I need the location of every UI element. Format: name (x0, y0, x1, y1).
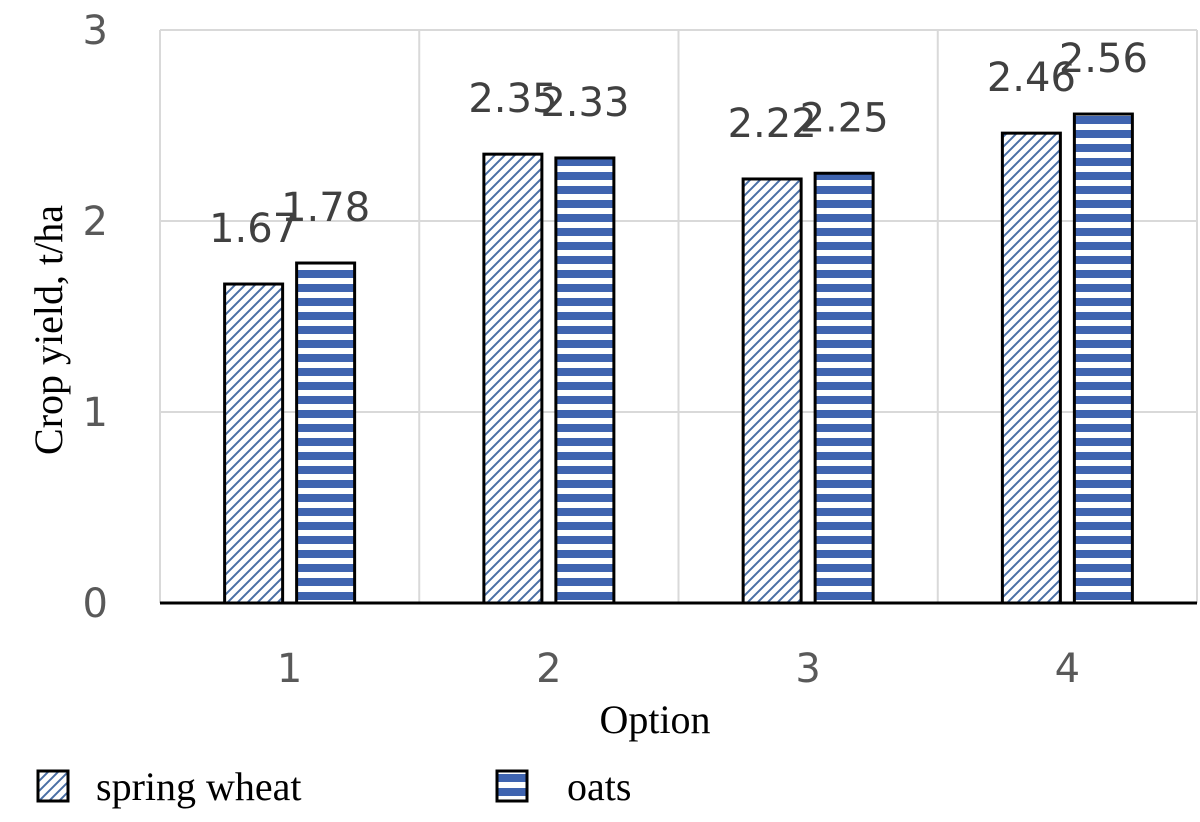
data-label: 1.67 (209, 206, 298, 252)
data-label: 2.46 (987, 55, 1076, 101)
bars (223, 112, 1134, 605)
data-label: 2.35 (468, 76, 557, 122)
y-tick-label: 3 (83, 8, 108, 54)
data-label: 1.78 (281, 185, 370, 231)
data-labels: 1.671.78 2.352.33 2.222.25 2.462.56 (209, 36, 1148, 252)
x-tick-label: 3 (795, 646, 820, 692)
legend-swatch (495, 769, 529, 803)
y-tick-label: 2 (83, 199, 108, 245)
bar-spring-wheat-3 (741, 177, 803, 605)
bar-spring-wheat-4 (1000, 131, 1062, 605)
legend-swatch (36, 769, 70, 803)
bar-oats-4 (1072, 112, 1134, 605)
legend-label: spring wheat (96, 764, 302, 809)
data-label: 2.33 (540, 80, 629, 126)
bar-oats-2 (554, 156, 616, 605)
axes: 0 1 2 3 1 2 3 4 (83, 8, 1197, 692)
bar-spring-wheat-1 (223, 282, 285, 605)
data-label: 2.25 (800, 95, 889, 141)
y-tick-label: 0 (83, 581, 108, 627)
bar-oats-1 (295, 261, 357, 605)
y-axis-title: Crop yield, t/ha (26, 205, 71, 455)
legend: spring wheat oats (36, 764, 631, 809)
y-tick-label: 1 (83, 390, 108, 436)
x-tick-label: 1 (277, 646, 302, 692)
bar-spring-wheat-2 (482, 152, 544, 605)
x-tick-label: 4 (1055, 646, 1080, 692)
x-tick-label: 2 (536, 646, 561, 692)
bar-oats-3 (813, 171, 875, 605)
data-label: 2.56 (1059, 36, 1148, 82)
data-label: 2.22 (728, 101, 817, 147)
legend-label: oats (567, 764, 631, 809)
x-axis-title: Option (599, 697, 710, 742)
